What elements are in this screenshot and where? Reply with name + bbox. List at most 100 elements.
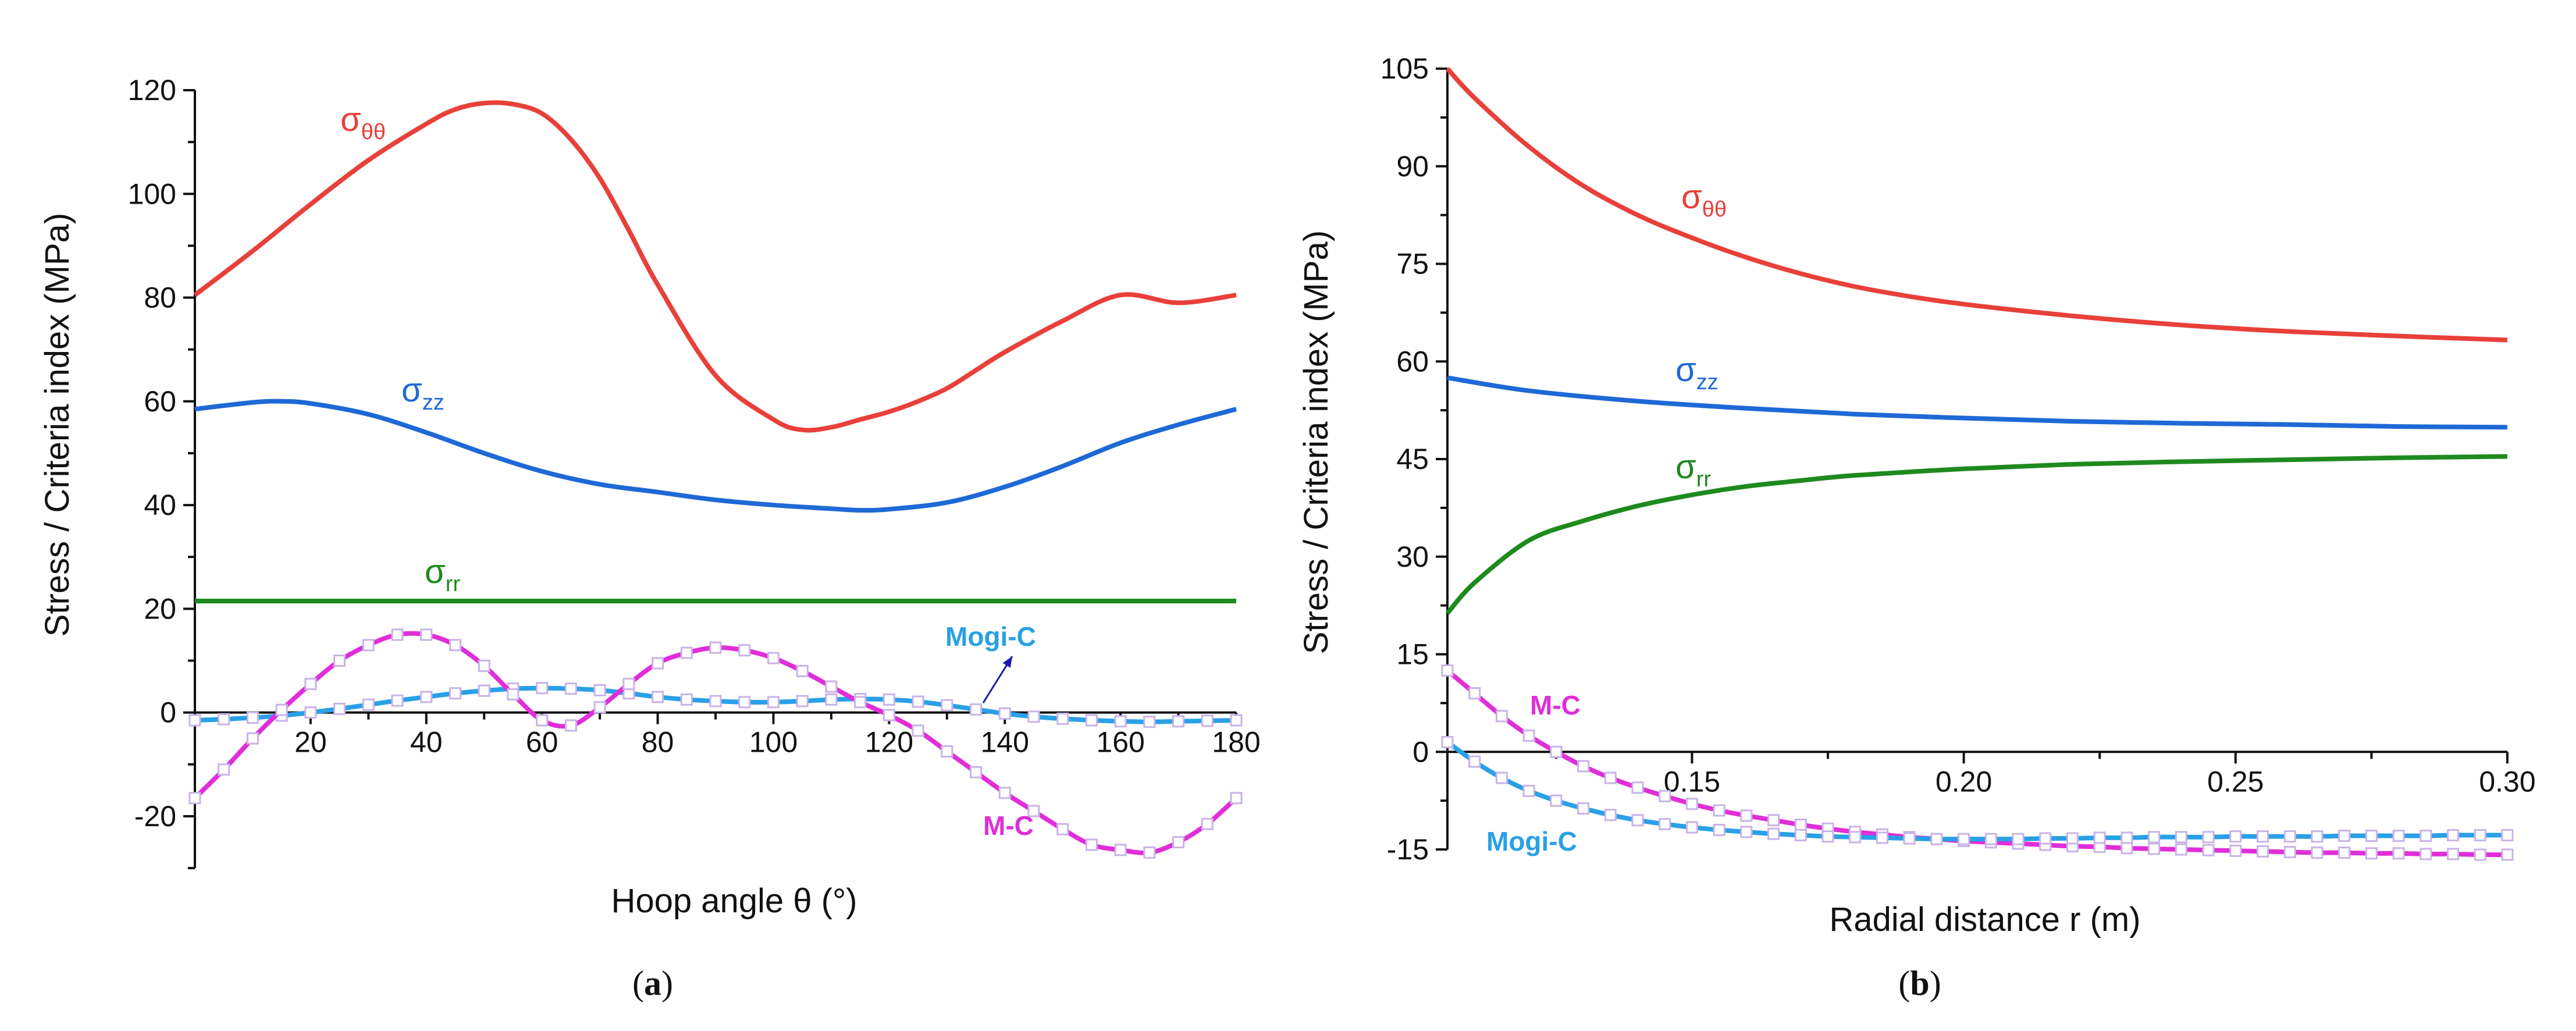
panel-b-series-mogi-c-point xyxy=(1522,784,1535,797)
panel-a-y-tick-label: 60 xyxy=(144,385,176,418)
panel-b-y-tick-label: 0 xyxy=(1412,735,1429,768)
panel-a-x-tick-label: 160 xyxy=(1096,726,1144,759)
panel-b-series-m-c-point xyxy=(2202,844,2215,856)
panel-a-series-m-c-point xyxy=(391,628,404,641)
panel-a-series-m-c-point xyxy=(275,703,288,716)
panel-b-series-mogi-c-line xyxy=(1446,740,2507,842)
panel-a-series-m-c-point xyxy=(652,657,664,670)
panel-a-series-mogi-c-point xyxy=(1201,714,1214,727)
panel-b-series-mogi-c-point xyxy=(1468,755,1481,768)
panel-b-y-tick-label: 105 xyxy=(1380,52,1429,85)
panel-a-series-mogi-c-point xyxy=(218,713,230,726)
panel-b-series-mogi-c-point xyxy=(2148,831,2161,844)
panel-a-series-m-c-point xyxy=(478,659,490,672)
panel-a-series-m-c-point xyxy=(536,714,549,727)
panel-b-series-m-c-point xyxy=(2257,845,2269,858)
panel-a-series-m-c-point xyxy=(796,664,809,677)
panel-b-series-m-c-point xyxy=(2120,842,2133,855)
panel-a-series-m-c-point xyxy=(1085,838,1098,851)
panel-a-series-m-c-point xyxy=(246,732,259,745)
panel-a-series-mogi-c-point xyxy=(478,684,490,697)
panel-b-x-tick-label: 0.25 xyxy=(2207,765,2264,798)
panel-b-series-m-c-point xyxy=(1794,819,1807,831)
panel-b-series-mogi-c-point xyxy=(2447,829,2460,841)
panel-b-series-mogi-c-point xyxy=(1984,833,1997,845)
panel-b-x-tick-label: 0.30 xyxy=(2479,765,2535,798)
panel-a-series-m-c-point xyxy=(362,639,375,652)
panel-b-series-sigma-zz-label: σzz xyxy=(1675,351,1718,394)
panel-b-x-tick-label: 0.20 xyxy=(1935,765,1992,798)
panel-a-series-m-c-point xyxy=(912,724,924,737)
panel-b-series-mogi-c-point xyxy=(2392,830,2405,842)
panel-a-series-m-c-point xyxy=(970,766,982,778)
panel-a-y-tick-label: 100 xyxy=(128,177,176,210)
panel-b-series-mogi-c-point xyxy=(1604,809,1617,822)
panel-b-ylabel: Stress / Criteria index (MPa) xyxy=(1297,230,1335,654)
panel-a-label-letter: a xyxy=(644,964,661,1002)
panel-b-series-m-c-point xyxy=(2447,848,2460,861)
panel-a-series-mogi-c-point xyxy=(1172,715,1185,728)
panel-b-series-m-c-point xyxy=(2311,847,2324,859)
panel-a-series-mogi-c-point xyxy=(912,695,924,708)
panel-a-series-m-c-point xyxy=(883,709,895,721)
panel-b-series-mogi-c-point xyxy=(1794,829,1807,841)
panel-b-series-sigma-rr-line xyxy=(1445,454,2508,615)
panel-b-series-m-c-label: M-C xyxy=(1530,690,1581,720)
panel-a-series-mogi-c-point xyxy=(738,696,751,709)
panel-b-series-m-c-point xyxy=(2365,847,2378,860)
panel-a-series-m-c-point xyxy=(1201,817,1214,830)
panel-b-series-mogi-c-point xyxy=(1740,826,1753,838)
panel-a-series-mogi-c-point xyxy=(1114,715,1127,728)
panel-b-series-mogi-c-point xyxy=(1685,821,1698,834)
panel-a-series-mogi-c-point xyxy=(680,693,693,706)
panel-b-series-mogi-c-point xyxy=(1767,827,1780,840)
panel-b-y-tick-label: 30 xyxy=(1396,541,1429,573)
panel-b-series-mogi-c-point xyxy=(2338,830,2351,842)
panel-b-series-m-c-point xyxy=(1550,745,1563,758)
panel-a-series-mogi-c-point xyxy=(709,695,722,708)
panel-a-series-m-c-point xyxy=(622,678,635,691)
panel-a-series-m-c-point xyxy=(1114,844,1127,856)
panel-a-series-m-c-point xyxy=(854,696,867,709)
panel-a-series-mogi-c-label: Mogi-C xyxy=(945,621,1036,652)
panel-b-series-m-c-point xyxy=(1740,809,1753,822)
panel-a-series-mogi-c-point xyxy=(767,696,780,709)
panel-a-series-sigma-thetatheta-label: σθθ xyxy=(340,101,386,144)
panel-b-series-mogi-c-point xyxy=(2120,831,2133,844)
panel-b-x-tick-label: 0.15 xyxy=(1664,765,1720,798)
panel-a-series-m-c-point xyxy=(304,678,317,691)
panel-a-series-m-c-point xyxy=(1230,792,1243,805)
panel-b-series-m-c-point xyxy=(2420,848,2432,861)
panel-a-x-tick-label: 120 xyxy=(865,726,913,759)
panel-a-series-mogi-c-point xyxy=(593,684,606,696)
panel-b-series-m-c-point xyxy=(2175,843,2187,856)
panel-b-label-letter: b xyxy=(1910,964,1929,1002)
panel-b-series-mogi-c-point xyxy=(1903,832,1916,845)
panel-a-series-m-c-point xyxy=(449,639,461,652)
panel-b-series-mogi-c-point xyxy=(1821,830,1834,843)
panel-b-series-m-c-point xyxy=(1468,687,1481,700)
panel-b-label-open: ( xyxy=(1898,964,1910,1002)
panel-b-series-sigma-thetatheta-label: σθθ xyxy=(1681,178,1727,222)
panel-b-series-mogi-c-point xyxy=(2093,831,2106,844)
panel-a-series-m-c-point xyxy=(738,644,751,657)
panel-b-series-mogi-c-point xyxy=(2474,829,2486,841)
panel-b-series-sigma-thetatheta-line xyxy=(1446,67,2508,343)
panel-b-series-m-c-point xyxy=(1441,664,1454,677)
panel-a-series-m-c-point xyxy=(564,719,577,732)
panel-a-y-tick-label: 20 xyxy=(144,592,176,625)
panel-a-series-mogi-c-point xyxy=(333,702,346,715)
panel-a-y-tick-label: -20 xyxy=(134,800,176,833)
panel-b-series-m-c-point xyxy=(2283,845,2296,858)
panel-a-series-mogi-c-point xyxy=(1056,712,1069,725)
panel-a-series-mogi-c-point xyxy=(1230,714,1243,727)
panel-b-series-m-c-point xyxy=(1631,781,1644,794)
panel-a-series-mogi-c-point xyxy=(304,706,317,719)
panel-a-series-mogi-c-point xyxy=(998,707,1011,720)
panel-b-label-close: ) xyxy=(1930,964,1941,1002)
panel-b-y-tick-label: 60 xyxy=(1396,345,1429,378)
panel-b-series-m-c-point xyxy=(2501,848,2514,861)
panel-a-series-m-c-line xyxy=(193,631,1238,855)
panel-a-y-tick-label: 120 xyxy=(128,74,176,106)
panel-b-series-m-c-point xyxy=(1685,798,1698,810)
